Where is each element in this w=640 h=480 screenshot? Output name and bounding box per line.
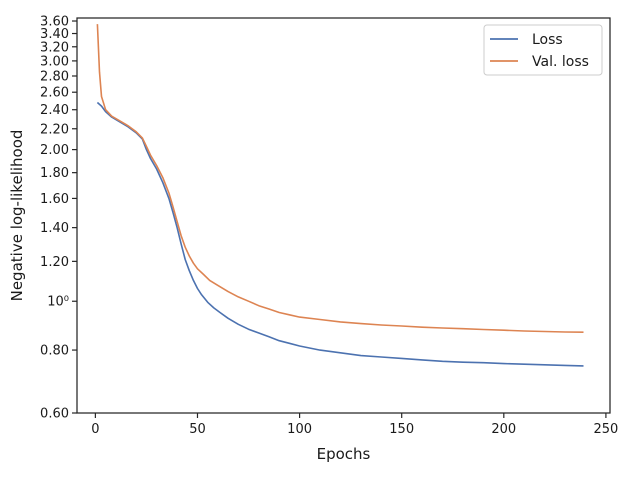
y-tick-label: 1.40 [40,221,69,236]
series-line-val-loss [96,24,584,333]
y-axis-ticks: 0.60 0.80 10⁰ 1.20 1.40 1.60 1.80 2.00 2.20 2.40 2… [40,15,77,422]
x-tick-label: 50 [189,422,206,437]
plot-area [77,18,610,413]
y-tick-label: 2.60 [40,86,69,101]
y-tick-label: 1.20 [40,255,69,270]
y-tick-label: 2.20 [40,122,69,137]
y-tick-label: 0.60 [40,407,69,422]
legend-label: Loss [532,32,563,48]
y-tick-label: 2.00 [40,143,69,158]
x-axis-ticks: 0 50 100 150 200 250 [91,413,618,437]
y-tick-label: 3.00 [40,54,69,69]
y-tick-label: 3.40 [40,27,69,42]
legend-box [483,24,603,76]
y-tick-label: 2.40 [40,103,69,118]
y-tick-label: 2.80 [40,69,69,84]
legend: Loss Val. loss [483,24,603,76]
series-layer [96,24,584,367]
y-tick-label: 1.60 [40,192,69,207]
y-tick-label: 0.80 [40,344,69,359]
x-axis-label: Epochs [317,445,371,463]
x-tick-label: 100 [287,422,312,437]
x-tick-label: 200 [491,422,516,437]
y-tick-label: 3.20 [40,40,69,55]
y-axis-label: Negative log-likelihood [8,130,26,302]
legend-label: Val. loss [532,54,589,70]
y-tick-label: 3.60 [40,15,69,30]
x-tick-label: 250 [594,422,619,437]
plot-frame [76,17,611,414]
x-tick-label: 150 [389,422,414,437]
y-tick-label: 10⁰ [47,295,69,310]
series-line-loss [96,101,584,367]
y-tick-label: 1.80 [40,166,69,181]
x-tick-label: 0 [91,422,99,437]
